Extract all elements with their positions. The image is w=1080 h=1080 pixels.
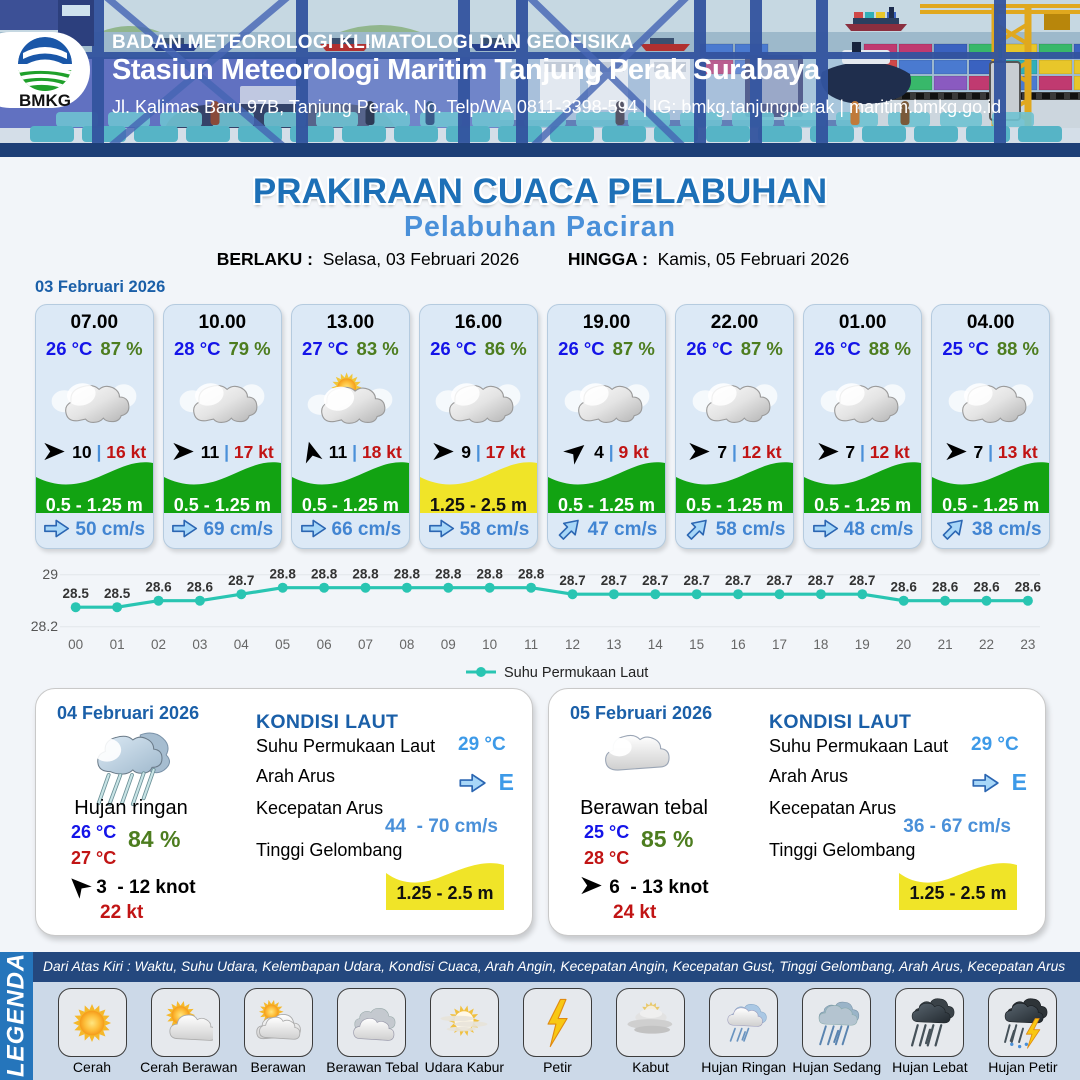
svg-text:28.7: 28.7 xyxy=(684,573,710,588)
svg-text:28.6: 28.6 xyxy=(187,580,214,595)
svg-text:28.8: 28.8 xyxy=(311,567,338,582)
svg-text:28.6: 28.6 xyxy=(145,580,172,595)
svg-text:28.7: 28.7 xyxy=(725,573,751,588)
svg-text:22: 22 xyxy=(979,637,994,652)
svg-text:20: 20 xyxy=(896,637,911,652)
svg-text:28.2: 28.2 xyxy=(31,618,58,634)
svg-text:05: 05 xyxy=(275,637,290,652)
svg-text:16: 16 xyxy=(731,637,746,652)
svg-text:17: 17 xyxy=(772,637,787,652)
svg-text:28.7: 28.7 xyxy=(601,573,627,588)
svg-text:10: 10 xyxy=(482,637,497,652)
svg-text:13: 13 xyxy=(606,637,621,652)
svg-text:Suhu Permukaan Laut: Suhu Permukaan Laut xyxy=(504,665,648,681)
svg-text:08: 08 xyxy=(399,637,414,652)
svg-text:28.7: 28.7 xyxy=(559,573,585,588)
svg-text:28.7: 28.7 xyxy=(766,573,792,588)
svg-text:02: 02 xyxy=(151,637,166,652)
svg-text:28.6: 28.6 xyxy=(973,580,1000,595)
svg-text:28.6: 28.6 xyxy=(891,580,918,595)
svg-text:04: 04 xyxy=(234,637,250,652)
svg-text:28.8: 28.8 xyxy=(394,567,421,582)
svg-text:28.8: 28.8 xyxy=(270,567,297,582)
svg-text:01: 01 xyxy=(110,637,125,652)
svg-text:00: 00 xyxy=(68,637,83,652)
svg-text:28.6: 28.6 xyxy=(932,580,959,595)
svg-text:28.5: 28.5 xyxy=(104,586,131,601)
svg-text:09: 09 xyxy=(441,637,456,652)
svg-text:06: 06 xyxy=(317,637,332,652)
svg-text:03: 03 xyxy=(192,637,207,652)
svg-text:28.8: 28.8 xyxy=(435,567,462,582)
svg-text:14: 14 xyxy=(648,637,664,652)
svg-text:28.8: 28.8 xyxy=(477,567,504,582)
svg-text:28.5: 28.5 xyxy=(63,586,90,601)
svg-text:BMKG: BMKG xyxy=(19,91,71,108)
svg-text:28.6: 28.6 xyxy=(1015,580,1042,595)
svg-text:29: 29 xyxy=(42,566,58,582)
svg-text:11: 11 xyxy=(524,637,538,652)
svg-text:15: 15 xyxy=(689,637,704,652)
svg-text:28.8: 28.8 xyxy=(518,567,545,582)
svg-text:28.7: 28.7 xyxy=(228,573,254,588)
svg-text:07: 07 xyxy=(358,637,373,652)
svg-text:21: 21 xyxy=(938,637,953,652)
svg-text:19: 19 xyxy=(855,637,870,652)
svg-text:12: 12 xyxy=(565,637,580,652)
svg-text:23: 23 xyxy=(1020,637,1035,652)
svg-text:28.7: 28.7 xyxy=(808,573,834,588)
svg-text:28.8: 28.8 xyxy=(352,567,379,582)
svg-text:28.7: 28.7 xyxy=(849,573,875,588)
svg-text:18: 18 xyxy=(813,637,828,652)
svg-text:28.7: 28.7 xyxy=(642,573,668,588)
